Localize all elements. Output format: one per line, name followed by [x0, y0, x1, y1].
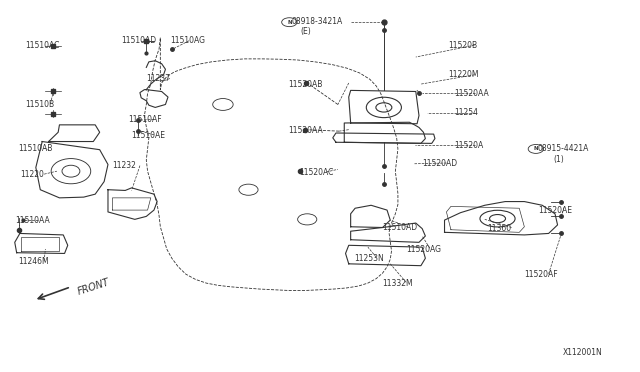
- Text: 11510AD: 11510AD: [121, 36, 156, 45]
- Text: X112001N: X112001N: [563, 347, 602, 356]
- Text: (1): (1): [553, 155, 564, 164]
- Text: 11220: 11220: [20, 170, 44, 179]
- Text: 11510AA: 11510AA: [15, 216, 49, 225]
- Text: N: N: [534, 147, 538, 151]
- Text: 11510AD: 11510AD: [383, 223, 418, 232]
- Text: 11246M: 11246M: [19, 257, 49, 266]
- Text: (E): (E): [301, 26, 312, 36]
- Text: 11237: 11237: [147, 74, 170, 83]
- Text: 11232: 11232: [113, 161, 136, 170]
- Text: 11254: 11254: [454, 109, 478, 118]
- Text: 08915-4421A: 08915-4421A: [537, 144, 589, 153]
- Text: 11520AA: 11520AA: [288, 126, 323, 135]
- Text: 11510AF: 11510AF: [129, 115, 162, 124]
- Text: 11332M: 11332M: [382, 279, 413, 288]
- Text: 11510AC: 11510AC: [25, 41, 60, 50]
- Text: 11510AB: 11510AB: [19, 144, 53, 153]
- Text: 11520AA: 11520AA: [454, 89, 489, 98]
- Text: 11520AC: 11520AC: [299, 168, 333, 177]
- Text: 11520AF: 11520AF: [524, 270, 558, 279]
- Text: 11520AD: 11520AD: [422, 158, 458, 167]
- Text: 11510AE: 11510AE: [132, 131, 166, 140]
- Text: 11520AE: 11520AE: [538, 206, 572, 215]
- Text: 11520AG: 11520AG: [406, 244, 441, 253]
- Text: 11510B: 11510B: [25, 100, 54, 109]
- Text: 11520AB: 11520AB: [288, 80, 323, 89]
- Text: 11510AG: 11510AG: [170, 36, 205, 45]
- Text: 11360: 11360: [487, 224, 511, 233]
- Text: N: N: [287, 20, 292, 25]
- Text: 11220M: 11220M: [448, 70, 478, 79]
- Text: 11520A: 11520A: [454, 141, 483, 151]
- Text: FRONT: FRONT: [76, 277, 111, 297]
- Text: 11520B: 11520B: [448, 41, 477, 50]
- Text: 08918-3421A: 08918-3421A: [291, 17, 342, 26]
- Text: 11253N: 11253N: [354, 254, 383, 263]
